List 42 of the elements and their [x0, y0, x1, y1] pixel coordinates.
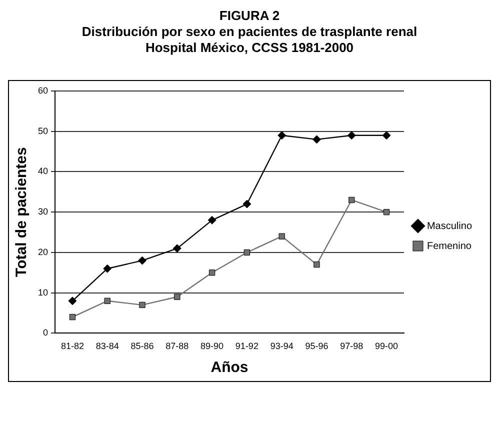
point: [278, 131, 286, 140]
point: [208, 216, 216, 224]
x-tick-label: 97-98: [340, 341, 364, 352]
x-tick-label: 87-88: [166, 341, 189, 352]
point: [244, 249, 250, 256]
y-tick-label: 10: [38, 287, 48, 298]
x-tick-label: 83-84: [96, 341, 119, 352]
point: [138, 256, 147, 265]
point: [139, 302, 146, 308]
point: [68, 296, 77, 306]
x-tick-label: 89-90: [200, 341, 224, 352]
x-tick-label: 81-82: [60, 341, 84, 352]
point: [348, 196, 355, 204]
point: [314, 262, 320, 268]
y-tick-label: 30: [38, 206, 48, 217]
point: [383, 209, 390, 216]
point: [278, 233, 285, 240]
x-tick-label: 93-94: [270, 341, 294, 352]
y-tick-label: 60: [38, 85, 48, 96]
y-tick-label: 50: [38, 126, 48, 136]
x-tick-label: 95-96: [305, 341, 328, 352]
x-tick-label: 85-86: [130, 341, 154, 352]
x-tick-label: 99-00: [375, 341, 398, 352]
point: [69, 314, 76, 320]
point: [103, 264, 112, 273]
legend-label: Femenino: [426, 240, 472, 252]
point: [104, 298, 110, 304]
x-tick-label: 91-92: [235, 341, 258, 352]
point: [382, 131, 391, 140]
x-axis-title: Años: [210, 359, 248, 376]
y-tick-label: 20: [38, 246, 48, 257]
legend-label: Masculino: [426, 220, 472, 232]
point: [312, 135, 321, 144]
point: [172, 244, 182, 253]
point: [174, 294, 180, 300]
point: [208, 270, 216, 276]
y-tick-label: 0: [42, 328, 48, 338]
chart-title: FIGURA 2 Distribución por sexo en pacientes de trasplante renal Hospital México, CCSS 1981-2000: [80, 8, 418, 56]
y-axis-title: Total de pacientes: [13, 147, 30, 277]
point: [242, 200, 252, 208]
y-tick-label: 40: [38, 166, 48, 176]
point: [347, 131, 356, 140]
